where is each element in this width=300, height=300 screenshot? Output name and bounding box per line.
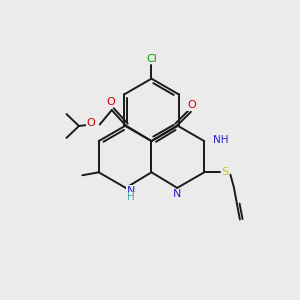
- Text: H: H: [127, 192, 135, 203]
- Text: S: S: [221, 167, 229, 177]
- Text: O: O: [106, 97, 115, 107]
- Text: NH: NH: [213, 135, 228, 145]
- Text: Cl: Cl: [146, 54, 157, 64]
- Text: O: O: [86, 118, 95, 128]
- Text: N: N: [173, 189, 182, 200]
- Text: O: O: [187, 100, 196, 110]
- Text: N: N: [127, 186, 135, 196]
